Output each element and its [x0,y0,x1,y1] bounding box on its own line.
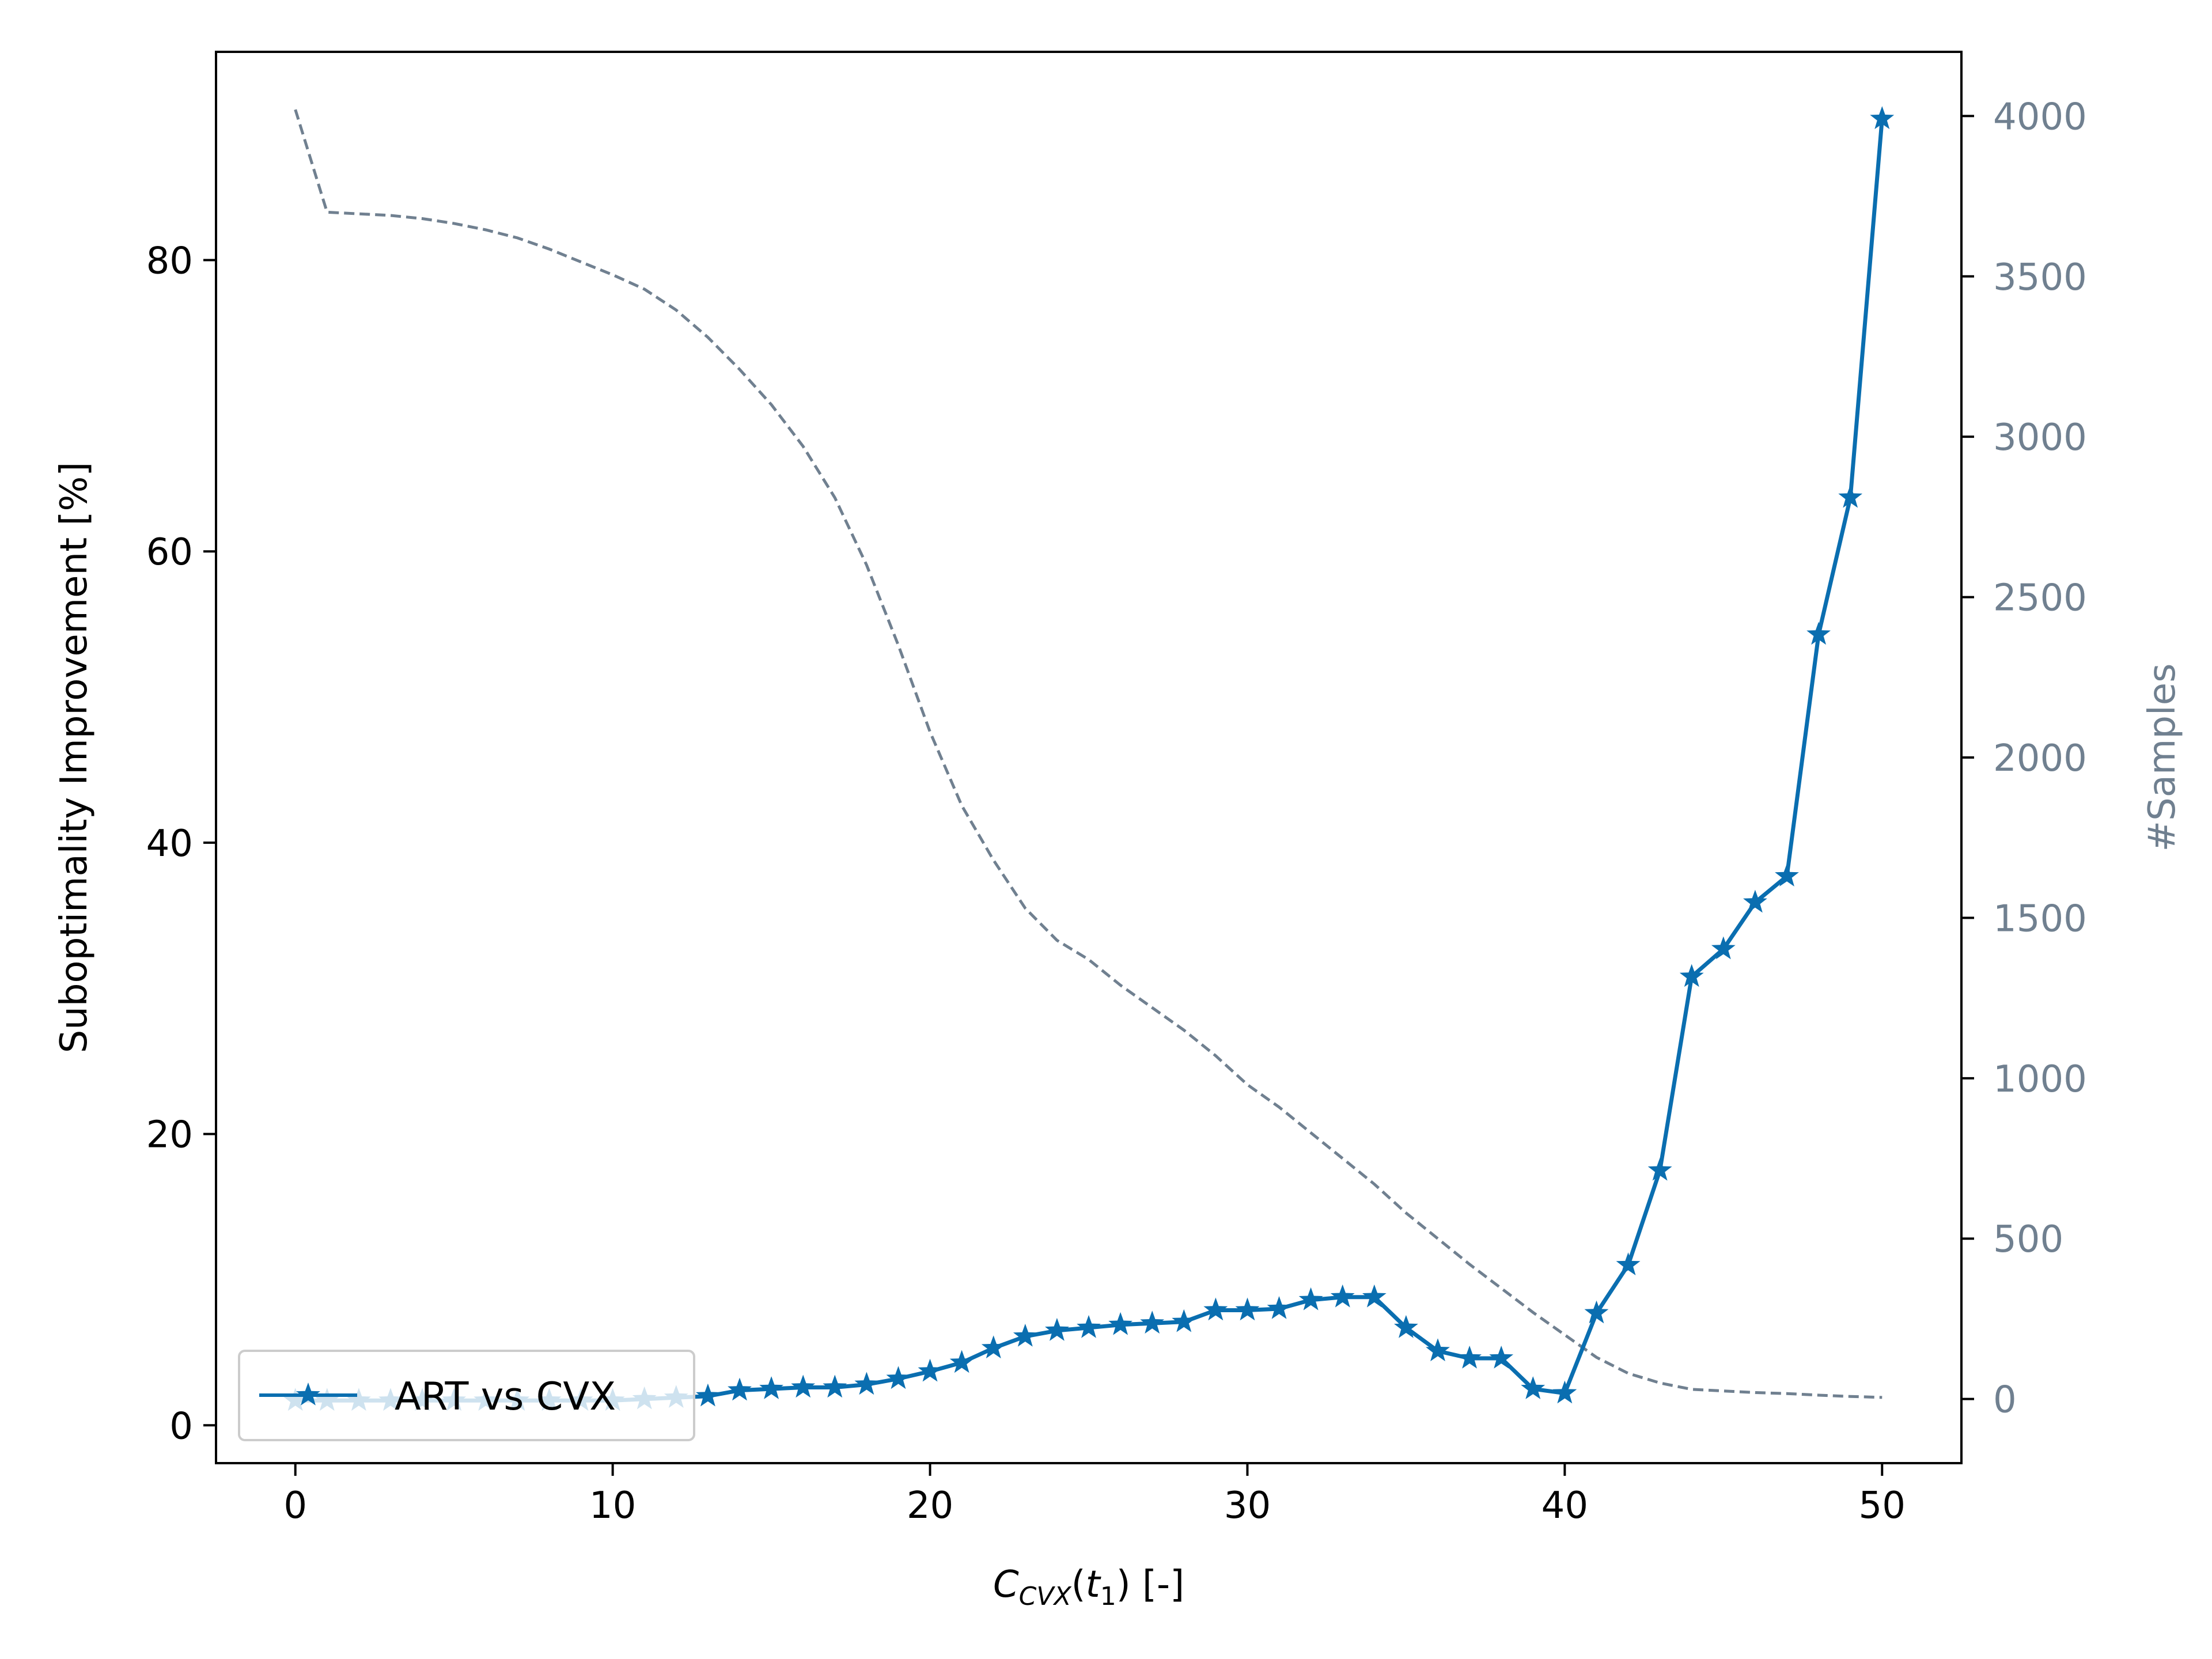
improvement-star-point [728,1377,752,1401]
improvement-star-point [1077,1315,1101,1338]
legend-label: ART vs CVX [395,1374,616,1419]
right-y-tick-label: 2500 [1993,577,2087,620]
improvement-star-point [886,1366,911,1389]
left-y-axis-label: Suboptimality Improvement [%] [53,462,96,1054]
improvement-star-point [1711,936,1736,960]
x-tick-label: 10 [589,1484,636,1527]
x-tick-label: 30 [1224,1484,1271,1527]
x-tick-label: 50 [1859,1484,1906,1527]
improvement-star-point [1775,863,1799,887]
improvement-star-point [759,1376,783,1399]
improvement-star-point [1235,1297,1260,1321]
left-y-axis-ticks: 0 20 40 60 80 [146,240,216,1448]
plot-area-frame [215,51,1963,1464]
right-y-tick-label: 0 [1993,1379,2017,1422]
right-y-tick-label: 3500 [1993,256,2087,299]
x-tick-label: 40 [1541,1484,1588,1527]
left-y-tick-label: 20 [146,1114,193,1157]
x-axis-ticks: 0 10 20 30 40 50 [283,1463,1906,1527]
improvement-star-point [1172,1309,1196,1332]
improvement-star-point [1457,1346,1482,1369]
left-y-tick-label: 80 [146,240,193,283]
left-y-tick-label: 60 [146,531,193,574]
right-y-tick-label: 4000 [1993,96,2087,138]
x-axis-label: CCVX(t1) [-] [993,1563,1184,1611]
improvement-star-point [949,1350,974,1373]
right-y-axis-ticks: 0 500 1000 1500 2000 2500 3000 3500 4000 [1961,96,2087,1422]
improvement-star-point [1552,1380,1577,1404]
improvement-star-point [1806,622,1831,645]
legend-star-marker [296,1382,320,1406]
improvement-star-point [1426,1338,1450,1362]
improvement-star-point [1203,1297,1228,1321]
improvement-star-point [1362,1284,1387,1308]
legend: ART vs CVX [238,1350,695,1441]
improvement-star-point [1679,964,1704,987]
improvement-star-point [1330,1284,1355,1308]
improvement-star-point [1521,1376,1546,1399]
improvement-star-point [696,1383,720,1407]
right-y-axis-label: #Samples [2141,664,2184,852]
improvement-star-point [854,1372,879,1395]
right-y-tick-label: 500 [1993,1218,2063,1261]
legend-box [238,1350,695,1441]
improvement-star-point [823,1374,847,1398]
samples-series [294,109,1883,1399]
improvement-star-point [1298,1287,1323,1310]
right-y-tick-label: 3000 [1993,416,2087,459]
improvement-star-point [1045,1317,1069,1341]
improvement-star-point [1267,1296,1291,1319]
improvement-star-point [918,1358,942,1382]
improvement-star-point [1743,889,1767,913]
x-tick-label: 0 [283,1484,307,1527]
improvement-star-point [981,1335,1006,1359]
left-y-tick-label: 0 [169,1405,193,1448]
right-y-tick-label: 2000 [1993,737,2087,780]
samples-dashed-line [294,109,1883,1399]
improvement-star-point [1647,1157,1672,1181]
left-y-tick-label: 40 [146,823,193,865]
right-y-tick-label: 1000 [1993,1058,2087,1101]
improvement-star-point [1013,1324,1037,1347]
improvement-star-point [1616,1252,1641,1275]
improvement-star-point [1394,1315,1418,1338]
improvement-star-point [1870,106,1895,130]
improvement-star-point [1108,1312,1132,1335]
improvement-star-point [1584,1300,1609,1324]
improvement-star-point [1140,1310,1165,1334]
right-y-tick-label: 1500 [1993,897,2087,940]
x-tick-label: 20 [907,1484,953,1527]
improvement-star-point [1489,1346,1514,1369]
improvement-star-point [1838,484,1863,508]
improvement-star-point [791,1374,816,1398]
